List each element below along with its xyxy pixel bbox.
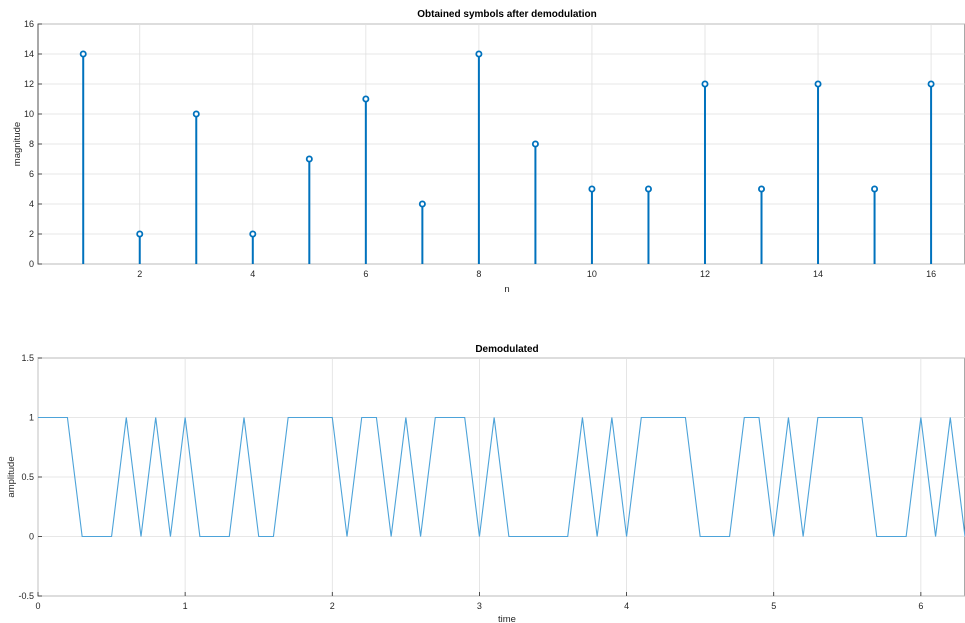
x-tick-label: 3 — [477, 601, 482, 611]
stem-marker — [531, 140, 539, 148]
y-tick-label: 10 — [24, 109, 34, 119]
x-tick-label: 1 — [183, 601, 188, 611]
x-axis-label: n — [504, 284, 509, 295]
x-tick-label: 2 — [330, 601, 335, 611]
stem-marker — [362, 95, 370, 103]
stem-marker — [814, 80, 822, 88]
y-tick-label: 6 — [29, 169, 34, 179]
y-axis-label: magnitude — [12, 122, 23, 166]
y-tick-label: 0.5 — [21, 472, 34, 482]
y-tick-label: -0.5 — [18, 591, 34, 601]
y-tick-label: 16 — [24, 19, 34, 29]
x-tick-label: 5 — [771, 601, 776, 611]
y-tick-label: 14 — [24, 49, 34, 59]
x-tick-label: 16 — [926, 269, 936, 279]
stem-plot-axes: Obtained symbols after demodulation n ma… — [12, 9, 965, 295]
y-tick-label: 0 — [29, 532, 34, 542]
x-tick-label: 4 — [624, 601, 629, 611]
stem-marker — [305, 155, 313, 163]
stem-marker — [249, 230, 257, 238]
stem-marker — [758, 185, 766, 193]
x-tick-label: 2 — [137, 269, 142, 279]
y-tick-label: 0 — [29, 259, 34, 269]
stem-marker — [644, 185, 652, 193]
x-tick-label: 4 — [250, 269, 255, 279]
signal-trace — [38, 416, 965, 538]
y-tick-label: 8 — [29, 139, 34, 149]
x-tick-label: 6 — [363, 269, 368, 279]
x-tick-label: 12 — [700, 269, 710, 279]
x-tick-label: 0 — [35, 601, 40, 611]
x-tick-label: 10 — [587, 269, 597, 279]
plot-title: Demodulated — [475, 344, 538, 355]
x-tick-label: 8 — [476, 269, 481, 279]
plot-title: Obtained symbols after demodulation — [417, 9, 596, 20]
stem-marker — [418, 200, 426, 208]
y-tick-label: 4 — [29, 199, 34, 209]
stem-marker — [927, 80, 935, 88]
stem-marker — [701, 80, 709, 88]
stem-marker — [192, 110, 200, 118]
y-tick-label: 2 — [29, 229, 34, 239]
stem-marker — [871, 185, 879, 193]
x-tick-label: 14 — [813, 269, 823, 279]
stem-marker — [79, 50, 87, 58]
signal-plot-axes: Demodulated time amplitude 0 1 2 3 4 5 6-0.500… — [6, 344, 965, 623]
y-axis-label: amplitude — [6, 456, 17, 497]
stem-marker — [136, 230, 144, 238]
stem-marker — [588, 185, 596, 193]
y-tick-label: 1.5 — [21, 353, 34, 363]
x-axis-label: time — [498, 614, 516, 623]
stem-marker — [475, 50, 483, 58]
y-tick-label: 1 — [29, 413, 34, 423]
y-tick-label: 12 — [24, 79, 34, 89]
x-tick-label: 6 — [918, 601, 923, 611]
